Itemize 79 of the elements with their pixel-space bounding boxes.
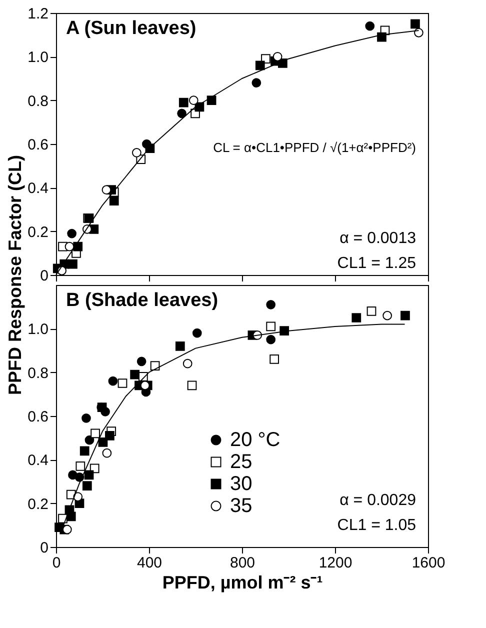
point <box>109 196 119 206</box>
point <box>280 326 289 336</box>
point <box>255 60 265 70</box>
point <box>105 430 114 440</box>
point <box>266 334 276 344</box>
x-tick-label: 1600 <box>412 554 446 572</box>
point <box>365 21 375 31</box>
point <box>266 300 276 310</box>
y-tick-label: 0.4 <box>28 180 48 198</box>
x-axis-title: PPFD, µmol m⁻² s⁻¹ <box>162 572 323 592</box>
point <box>68 259 78 269</box>
y-tick-label: 0.4 <box>28 452 48 470</box>
legend-label: 25 <box>230 451 252 473</box>
point <box>266 322 276 332</box>
point <box>192 328 202 338</box>
x-tick-label: 1200 <box>318 554 352 572</box>
legend-label: 35 <box>230 495 252 517</box>
point <box>98 438 108 447</box>
annotation: α = 0.0029 <box>340 492 416 509</box>
point <box>102 448 112 458</box>
y-tick-label: 0.2 <box>28 224 48 241</box>
point <box>414 28 424 38</box>
point <box>150 361 160 370</box>
point <box>177 108 186 118</box>
point <box>82 481 92 491</box>
point <box>270 354 279 364</box>
point <box>382 310 392 320</box>
annotation: CL = α•CL1•PPFD / √(1+α²•PPFD²) <box>213 140 416 155</box>
point <box>84 435 94 445</box>
y-axis-title: PPFD Response Factor (CL) <box>5 154 25 396</box>
y-tick-label: 0.8 <box>28 364 48 382</box>
y-tick-label: 0 <box>40 540 48 556</box>
point <box>178 98 188 108</box>
point <box>130 370 140 380</box>
point <box>410 19 420 29</box>
point <box>188 96 198 106</box>
annotation: CL1 = 1.05 <box>337 517 416 534</box>
point <box>132 148 142 158</box>
point <box>140 380 150 390</box>
y-tick-label: 1.0 <box>28 321 48 338</box>
point <box>175 341 185 351</box>
point <box>73 242 83 252</box>
point <box>136 356 146 366</box>
y-tick-label: 0.6 <box>28 408 48 426</box>
point <box>84 470 94 480</box>
chart-title: A (Sun leaves) <box>66 18 196 39</box>
point <box>182 358 192 368</box>
point <box>352 313 362 322</box>
y-tick-label: 0 <box>40 268 48 284</box>
x-tick-label: 400 <box>136 554 162 572</box>
x-tick-label: 0 <box>52 554 61 572</box>
y-tick-label: 0.8 <box>28 92 48 110</box>
point <box>67 228 76 238</box>
point <box>400 310 410 320</box>
point <box>80 446 90 456</box>
point <box>66 512 76 522</box>
point <box>187 380 197 390</box>
point <box>90 428 100 438</box>
point <box>62 524 72 534</box>
point <box>102 185 112 195</box>
point <box>252 78 262 88</box>
x-tick-label: 800 <box>230 554 256 572</box>
point <box>118 378 128 388</box>
legend-label: 30 <box>230 473 252 495</box>
chart-title: B (Shade leaves) <box>66 290 218 311</box>
y-tick-label: 0.2 <box>28 496 48 513</box>
point <box>272 52 282 62</box>
annotation: CL1 = 1.25 <box>337 255 416 272</box>
y-tick-label: 0.6 <box>28 136 48 154</box>
point <box>64 242 74 252</box>
point <box>90 464 100 474</box>
legend-label: 20 °C <box>230 429 280 451</box>
annotation: α = 0.0013 <box>340 230 416 247</box>
point <box>76 462 86 471</box>
y-tick-label: 1.0 <box>28 49 48 66</box>
point <box>82 414 91 423</box>
point <box>108 376 118 386</box>
y-tick-label: 1.2 <box>28 6 48 22</box>
point <box>366 306 376 316</box>
